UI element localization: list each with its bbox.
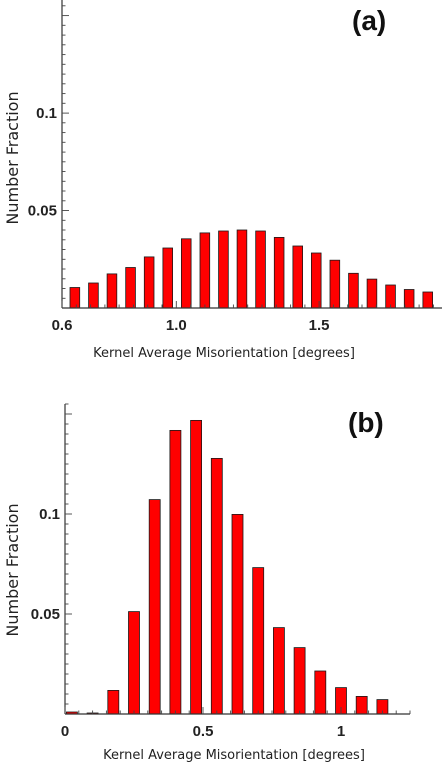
x-tick-label-a-1: 1.0 — [166, 317, 187, 334]
x-tick-label-a-0: 0.6 — [52, 317, 73, 334]
x-tick-label-a-2: 1.5 — [309, 317, 330, 334]
bar-a-19 — [422, 291, 433, 309]
bars-b — [66, 419, 389, 715]
bar-b-3 — [128, 611, 140, 715]
y-tick-label-a-1: 0.1 — [36, 105, 57, 122]
bar-a-8 — [218, 230, 229, 309]
bar-a-13 — [310, 252, 322, 309]
x-tick-labels-b: 0 0.5 1 — [61, 723, 345, 740]
bar-a-15 — [348, 272, 359, 309]
bar-b-11 — [293, 647, 306, 715]
x-minor-ticks-b — [64, 707, 411, 714]
bar-b-8 — [231, 514, 244, 715]
bar-a-16 — [366, 278, 378, 309]
bar-a-18 — [403, 289, 415, 309]
bar-a-3 — [125, 267, 136, 309]
bar-b-6 — [190, 419, 203, 715]
bar-a-11 — [273, 236, 285, 309]
bar-a-4 — [143, 256, 155, 309]
bar-a-9 — [236, 229, 248, 309]
bar-b-10 — [272, 627, 285, 715]
panel-label-a: (a) — [352, 5, 386, 36]
x-minor-ticks-a — [61, 301, 434, 308]
x-axis-title-b: Kernel Average Misorientation [degrees] — [103, 748, 365, 763]
bar-b-4 — [148, 499, 161, 715]
x-tick-label-b-0: 0 — [61, 723, 69, 740]
bar-b-5 — [169, 429, 182, 715]
y-tick-labels-b: 0.05 0.1 — [31, 506, 60, 623]
bar-a-14 — [329, 259, 341, 309]
bar-b-2 — [107, 690, 120, 715]
bar-b-9 — [252, 567, 265, 715]
y-axis-title-a: Number Fraction — [3, 91, 22, 224]
y-tick-label-a-0: 0.05 — [28, 203, 57, 220]
bar-a-10 — [255, 230, 266, 309]
chart-panel-a: 0.05 0.1 0.6 1.0 1.5 Number Fraction Kernel… — [3, 0, 442, 361]
y-tick-label-b-0: 0.05 — [31, 606, 60, 623]
bars-a — [69, 229, 433, 309]
bar-a-7 — [199, 232, 211, 309]
bar-b-14 — [355, 696, 368, 715]
bar-a-0 — [69, 287, 81, 309]
x-tick-labels-a: 0.6 1.0 1.5 — [52, 317, 330, 334]
y-minor-ticks-a — [62, 5, 69, 299]
x-axis-title-a: Kernel Average Misorientation [degrees] — [93, 346, 355, 361]
bar-a-1 — [88, 282, 99, 309]
chart-panel-b: 0.050.1 0 0.5 1 Number Fraction Kernel Ave… — [3, 403, 411, 763]
y-tick-labels-a: 0.05 0.1 — [28, 105, 57, 219]
y-minor-ticks-b — [65, 403, 72, 705]
y-axis-title-b: Number Fraction — [3, 503, 22, 636]
x-tick-label-b-2: 1 — [337, 723, 345, 740]
bar-a-5 — [162, 247, 173, 309]
y-tick-label-b-1: 0.1 — [39, 506, 60, 523]
panel-label-b: (b) — [348, 407, 384, 438]
bar-a-6 — [180, 238, 192, 309]
bar-b-7 — [210, 457, 223, 715]
x-tick-label-b-1: 0.5 — [193, 723, 214, 740]
bar-a-12 — [292, 245, 303, 309]
bar-a-2 — [106, 273, 118, 309]
bar-b-12 — [314, 670, 327, 715]
